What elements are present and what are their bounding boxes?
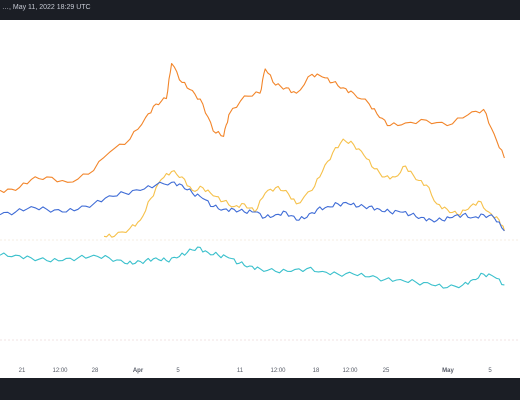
x-tick-label: 5 (176, 368, 180, 374)
series-layer (0, 62, 505, 289)
x-tick-label: 12:00 (270, 368, 286, 374)
bottom-toolbar (0, 378, 520, 400)
x-tick-label: 5 (488, 368, 492, 374)
x-tick-label: 25 (382, 368, 390, 374)
x-tick-label: 12:00 (342, 368, 358, 374)
series-line-3 (0, 181, 505, 232)
series-line-1 (0, 62, 505, 194)
x-axis: 21 12:00 28 Apr 5 11 12:00 18 12:00 25 May 5 (0, 366, 520, 378)
x-tick-label: May (442, 368, 454, 374)
line-chart (0, 62, 520, 341)
series-line-2 (103, 138, 505, 238)
x-tick-label: Apr (132, 368, 144, 374)
x-tick-label: 18 (312, 368, 320, 374)
chart-header-title: …, May 11, 2022 18:29 UTC (2, 4, 91, 11)
x-tick-label: 28 (91, 368, 99, 374)
top-toolbar: …, May 11, 2022 18:29 UTC (0, 0, 520, 20)
x-tick-label: 21 (18, 368, 26, 374)
x-tick-label: 12:00 (52, 368, 68, 374)
plot-area[interactable] (0, 20, 520, 366)
x-tick-label: 11 (236, 368, 244, 374)
series-line-4 (0, 246, 505, 289)
